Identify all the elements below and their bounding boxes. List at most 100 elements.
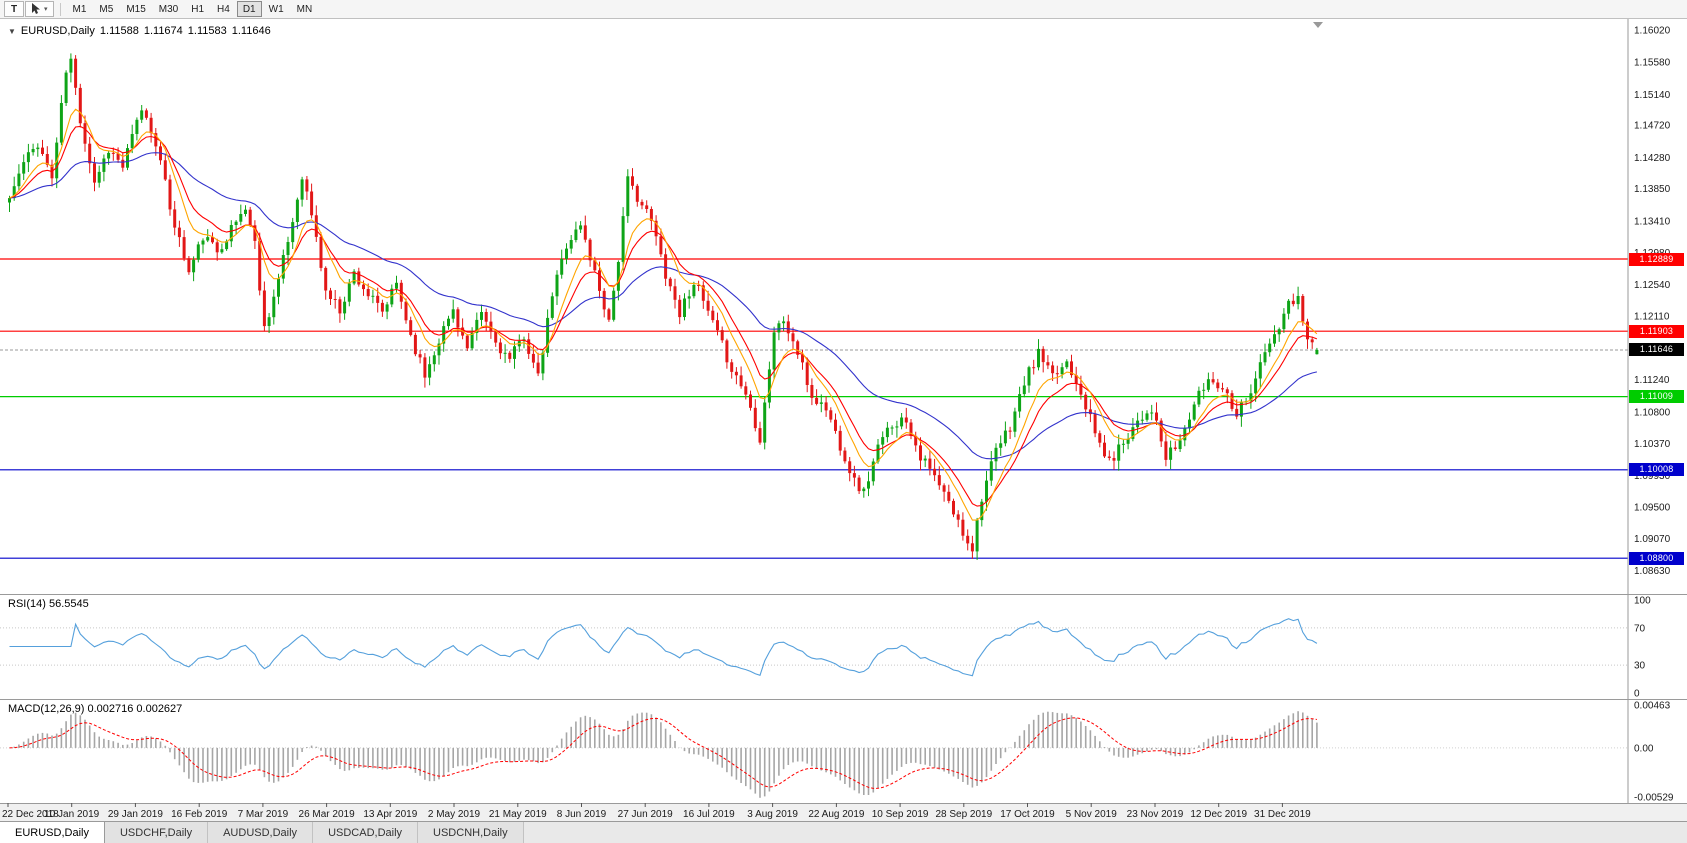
price-level-tag[interactable]: 1.11009 [1629,390,1684,403]
price-level-tag[interactable]: 1.11903 [1629,325,1684,338]
svg-text:1.14280: 1.14280 [1634,153,1671,164]
date-axis-background [0,804,1687,821]
svg-text:1.09500: 1.09500 [1634,503,1671,514]
timeframe-bar: M1 M5 M15 M30 H1 H4 D1 W1 MN [67,1,319,17]
svg-text:8 Jun 2019: 8 Jun 2019 [557,809,607,820]
candles [8,53,1319,560]
svg-text:3 Aug 2019: 3 Aug 2019 [747,809,798,820]
svg-text:10 Sep 2019: 10 Sep 2019 [872,809,929,820]
moving-average-lines [9,108,1318,521]
ma-line-medium-red [9,125,1318,507]
svg-text:22 Aug 2019: 22 Aug 2019 [808,809,865,820]
timeframe-button-h1[interactable]: H1 [185,1,210,17]
svg-text:1.09070: 1.09070 [1634,534,1671,545]
svg-text:70: 70 [1634,623,1646,634]
chart-shift-marker[interactable] [1313,22,1323,28]
svg-text:100: 100 [1634,596,1651,607]
ma-line-slow-blue [9,152,1318,460]
ma-line-fast-orange [9,108,1318,521]
svg-text:28 Sep 2019: 28 Sep 2019 [935,809,992,820]
chart-canvas[interactable]: 1.16020 1.15580 1.15140 1.14720 1.14280 1.138… [0,19,1687,821]
price-level-tag[interactable]: 1.08800 [1629,552,1684,565]
svg-text:26 Mar 2019: 26 Mar 2019 [299,809,356,820]
svg-text:1.11240: 1.11240 [1634,375,1670,386]
svg-text:17 Oct 2019: 17 Oct 2019 [1000,809,1055,820]
timeframe-button-m5[interactable]: M5 [93,1,119,17]
text-tool-button[interactable]: T [4,1,24,17]
chart-title: ▼ EURUSD,Daily 1.11588 1.11674 1.11583 1.1164… [8,25,276,37]
horizontal-level-lines[interactable] [0,258,1628,559]
ohlc-open: 1.11588 [99,25,139,37]
timeframe-button-m30[interactable]: M30 [153,1,184,17]
text-tool-label: T [10,3,18,15]
cursor-tool-button[interactable]: ▾ [25,1,54,17]
svg-text:7 Mar 2019: 7 Mar 2019 [238,809,289,820]
timeframe-button-mn[interactable]: MN [291,1,319,17]
svg-text:1.12110: 1.12110 [1634,312,1670,323]
chart-tab-usdchf[interactable]: USDCHF,Daily [104,822,209,843]
price-level-tag[interactable]: 1.10008 [1629,463,1684,476]
svg-text:0.00463: 0.00463 [1634,701,1671,712]
chart-tab-eurusd[interactable]: EURUSD,Daily [0,822,105,843]
svg-text:1.14720: 1.14720 [1634,121,1671,132]
svg-text:2 May 2019: 2 May 2019 [428,809,481,820]
svg-text:23 Nov 2019: 23 Nov 2019 [1127,809,1184,820]
chart-tab-usdcnh[interactable]: USDCNH,Daily [418,822,524,843]
toolbar: T ▾ M1 M5 M15 M30 H1 H4 D1 W1 MN [0,0,1687,19]
svg-text:1.15140: 1.15140 [1634,90,1671,101]
chart-tab-usdcad[interactable]: USDCAD,Daily [313,822,419,843]
timeframe-button-m15[interactable]: M15 [120,1,151,17]
svg-text:10 Jan 2019: 10 Jan 2019 [44,809,99,820]
svg-text:1.15580: 1.15580 [1634,58,1671,69]
pane-separators [0,19,1687,804]
price-level-tag[interactable]: 1.12889 [1629,253,1684,266]
svg-text:16 Jul 2019: 16 Jul 2019 [683,809,735,820]
svg-text:1.08630: 1.08630 [1634,566,1671,577]
svg-text:1.09930: 1.09930 [1634,471,1671,482]
chart-tab-bar: EURUSD,Daily USDCHF,Daily AUDUSD,Daily USDC… [0,821,1687,843]
price-scale[interactable] [1628,19,1687,803]
svg-text:29 Jan 2019: 29 Jan 2019 [108,809,163,820]
svg-text:0: 0 [1634,689,1640,700]
ohlc-high: 1.11674 [143,25,183,37]
price-scale-background [1628,19,1687,803]
timeframe-button-m1[interactable]: M1 [67,1,93,17]
svg-text:1.10370: 1.10370 [1634,439,1671,450]
rsi-line [9,618,1318,677]
ohlc-low: 1.11583 [187,25,227,37]
rsi-indicator-label: RSI(14) 56.5545 [8,598,89,610]
svg-text:5 Nov 2019: 5 Nov 2019 [1066,809,1118,820]
svg-text:30: 30 [1634,661,1646,672]
date-scale[interactable] [0,803,1687,821]
chevron-down-icon: ▾ [44,6,48,13]
svg-text:16 Feb 2019: 16 Feb 2019 [171,809,228,820]
svg-text:1.13850: 1.13850 [1634,184,1671,195]
timeframe-button-h4[interactable]: H4 [211,1,236,17]
ohlc-close: 1.11646 [231,25,271,37]
svg-text:22 Dec 2018: 22 Dec 2018 [2,809,59,820]
svg-text:0.00: 0.00 [1634,743,1654,754]
svg-text:-0.00529: -0.00529 [1634,793,1674,804]
cursor-icon [32,3,40,14]
chart-tab-audusd[interactable]: AUDUSD,Daily [208,822,314,843]
current-price-tag: 1.11646 [1629,343,1684,356]
timeframe-button-d1[interactable]: D1 [236,1,262,17]
macd-indicator-label: MACD(12,26,9) 0.002716 0.002627 [8,703,183,715]
svg-text:12 Dec 2019: 12 Dec 2019 [1190,809,1247,820]
timeframe-button-w1[interactable]: W1 [263,1,290,17]
toolbar-separator [59,2,61,16]
one-click-trading-toggle[interactable]: ▼ [8,27,16,36]
symbol-period-label: EURUSD,Daily [20,25,95,37]
macd-histogram [13,711,1318,798]
chart-region: 1.16020 1.15580 1.15140 1.14720 1.14280 1.138… [0,19,1687,821]
svg-text:1.10800: 1.10800 [1634,407,1671,418]
svg-text:27 Jun 2019: 27 Jun 2019 [618,809,673,820]
svg-text:1.16020: 1.16020 [1634,26,1671,37]
chart-background [0,19,1687,803]
svg-text:13 Apr 2019: 13 Apr 2019 [363,809,417,820]
svg-text:1.12540: 1.12540 [1634,280,1671,291]
svg-text:1.13410: 1.13410 [1634,216,1671,227]
rsi-scale-labels: 100 70 30 0 [1634,596,1651,700]
